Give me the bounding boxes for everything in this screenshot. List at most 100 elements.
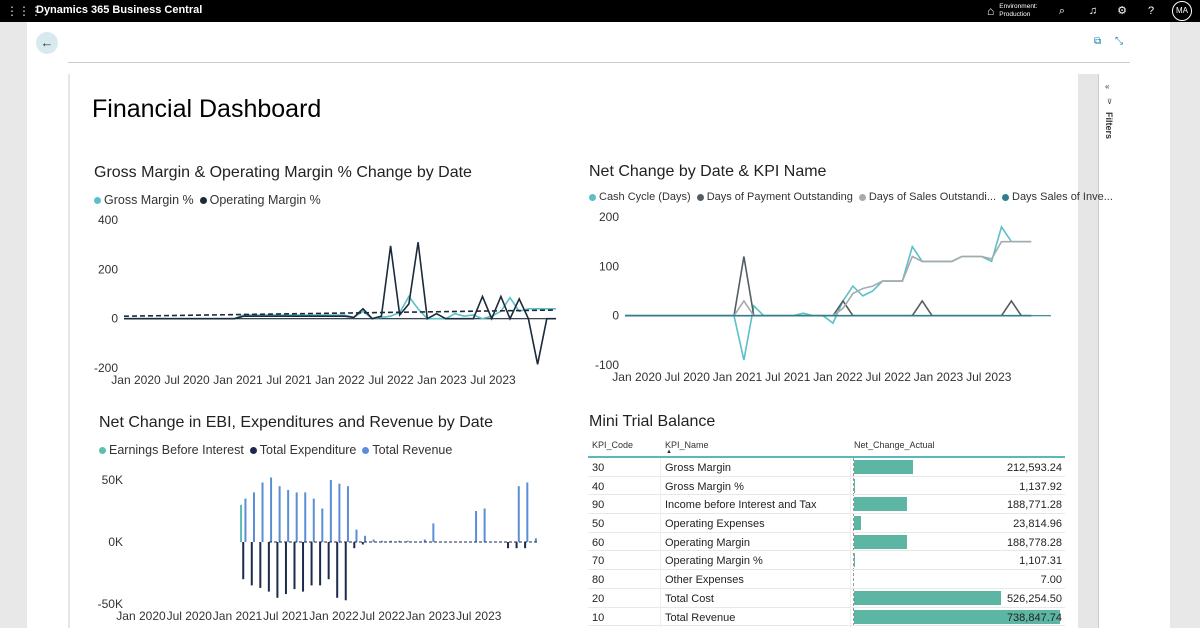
cell-kpi-name: Operating Margin % <box>665 555 763 568</box>
expand-filters-chevron-icon[interactable]: « <box>1105 82 1110 91</box>
back-button[interactable]: ← <box>36 32 58 54</box>
bar-2 <box>261 482 264 542</box>
table-row[interactable]: 90 Income before Interest and Tax 188,771.… <box>588 495 1065 515</box>
series-line-1 <box>124 242 556 365</box>
legend-item[interactable]: Days of Payment Outstanding <box>696 191 853 203</box>
table-row[interactable]: 30 Gross Margin 212,593.24 <box>588 458 1065 477</box>
bar-1 <box>361 542 364 545</box>
column-header-kpi-code[interactable]: KPI_Code <box>592 440 634 450</box>
legend-item[interactable]: Gross Margin % <box>94 193 194 207</box>
table-row[interactable]: 80 Other Expenses 7.00 <box>588 570 1065 589</box>
bar-1 <box>515 542 518 549</box>
header-divider <box>68 62 1130 63</box>
legend-label: Days of Payment Outstanding <box>706 191 853 203</box>
table-row[interactable]: 50 Operating Expenses 23,814.96 <box>588 514 1065 533</box>
column-header-kpi-name[interactable]: KPI_Name <box>665 440 709 450</box>
bar-2 <box>517 486 520 542</box>
table-header: KPI_Code KPI_Name ▲ Net_Change_Actual <box>588 434 1065 458</box>
bar-2 <box>389 540 392 542</box>
bar-1 <box>259 542 262 588</box>
filters-pane[interactable] <box>1098 74 1130 628</box>
trend-line <box>123 309 557 317</box>
legend-item[interactable]: Total Expenditure <box>249 443 356 457</box>
column-separator <box>660 458 661 628</box>
table-row[interactable]: 40 Gross Margin % 1,137.92 <box>588 477 1065 496</box>
x-tick-label: Jan 2022 <box>813 370 863 384</box>
bar-2 <box>278 486 281 542</box>
environment-indicator[interactable]: ⌂ Environment: Production <box>987 1 1038 21</box>
chart-title-net-change-kpi: Net Change by Date & KPI Name <box>589 163 827 180</box>
legend-item[interactable]: Days Sales of Inve... <box>1002 191 1113 203</box>
legend-item[interactable]: Earnings Before Interest <box>99 443 244 457</box>
x-tick-label: Jan 2023 <box>406 609 456 623</box>
help-icon[interactable]: ? <box>1147 5 1155 17</box>
report-edge-left <box>68 74 70 628</box>
settings-gear-icon[interactable]: ⚙ <box>1117 5 1127 17</box>
legend-dot <box>199 196 207 204</box>
x-tick-label: Jul 2022 <box>866 370 912 384</box>
bar-2 <box>304 492 307 542</box>
x-tick-label: Jan 2020 <box>116 609 166 623</box>
app-launcher-icon[interactable]: ⋮⋮⋮ <box>6 4 42 18</box>
y-tick-label: -200 <box>94 361 118 375</box>
bar-2 <box>270 477 273 542</box>
data-bar <box>854 590 1001 605</box>
trial-balance-table: KPI_Code KPI_Name ▲ Net_Change_Actual 30… <box>588 434 1065 628</box>
cell-kpi-name: Income before Interest and Tax <box>665 499 817 512</box>
filters-label[interactable]: Filters <box>1104 112 1114 140</box>
avatar[interactable]: MA <box>1172 1 1192 21</box>
bar-2 <box>534 538 537 542</box>
legend-dot <box>696 193 704 201</box>
legend-item[interactable]: Operating Margin % <box>199 193 321 207</box>
bar-1 <box>267 542 270 592</box>
legend-item[interactable]: Cash Cycle (Days) <box>589 191 691 203</box>
legend-net-change-kpi: Cash Cycle (Days) Days of Payment Outsta… <box>589 191 1119 203</box>
legend-dot <box>362 446 370 454</box>
table-row[interactable]: 60 Operating Margin 188,778.28 <box>588 533 1065 552</box>
cell-kpi-name: Operating Margin <box>665 536 750 549</box>
cell-kpi-name: Other Expenses <box>665 574 744 587</box>
bar-2 <box>329 480 332 542</box>
collapse-icon[interactable]: ⤡ <box>1115 36 1123 47</box>
legend-item[interactable]: Total Revenue <box>362 443 452 457</box>
bar-2 <box>406 540 409 542</box>
y-tick-label: 400 <box>98 213 118 227</box>
search-icon[interactable]: ⌕ <box>1058 5 1066 17</box>
x-tick-label: Jan 2021 <box>713 370 763 384</box>
legend-item[interactable]: Days of Sales Outstandi... <box>858 191 996 203</box>
data-bar <box>854 460 914 474</box>
bar-1 <box>302 542 305 592</box>
legend-gross-op-margin: Gross Margin % Operating Margin % <box>94 193 327 207</box>
legend-ebi-exp-rev: Earnings Before Interest Total Expenditu… <box>99 443 458 457</box>
notification-bell-icon[interactable]: ♫ <box>1088 5 1098 17</box>
legend-dot <box>858 193 866 201</box>
open-in-new-window-icon[interactable]: ⧉ <box>1094 36 1102 47</box>
app-title[interactable]: Dynamics 365 Business Central <box>36 4 203 16</box>
table-row[interactable]: 10 Total Revenue 738,847.74 <box>588 608 1065 627</box>
x-tick-label: Jan 2021 <box>213 373 263 387</box>
table-row[interactable]: 70 Operating Margin % 1,107.31 <box>588 551 1065 571</box>
bar-2 <box>295 492 298 542</box>
legend-label: Gross Margin % <box>104 193 194 207</box>
cell-kpi-code: 30 <box>592 462 605 474</box>
x-tick-label: Jan 2023 <box>417 373 467 387</box>
bar-2 <box>432 523 435 542</box>
table-row[interactable]: 20 Total Cost 526,254.50 <box>588 589 1065 608</box>
bar-2 <box>312 498 315 542</box>
y-tick-label: 200 <box>599 210 619 224</box>
data-bar <box>854 609 1060 624</box>
bar-1 <box>293 542 296 590</box>
column-header-net-change[interactable]: Net_Change_Actual <box>854 440 935 450</box>
bar-1 <box>336 542 339 598</box>
bar-2 <box>526 482 529 542</box>
series-line-0 <box>625 225 1032 361</box>
cell-net-change: 1,107.31 <box>1019 555 1062 568</box>
bar-1 <box>344 542 347 601</box>
chart-title-ebi-exp-rev: Net Change in EBI, Expenditures and Reve… <box>99 414 494 431</box>
right-gutter <box>1170 22 1200 628</box>
report-edge-right <box>1078 74 1098 628</box>
bar-2 <box>287 489 290 542</box>
